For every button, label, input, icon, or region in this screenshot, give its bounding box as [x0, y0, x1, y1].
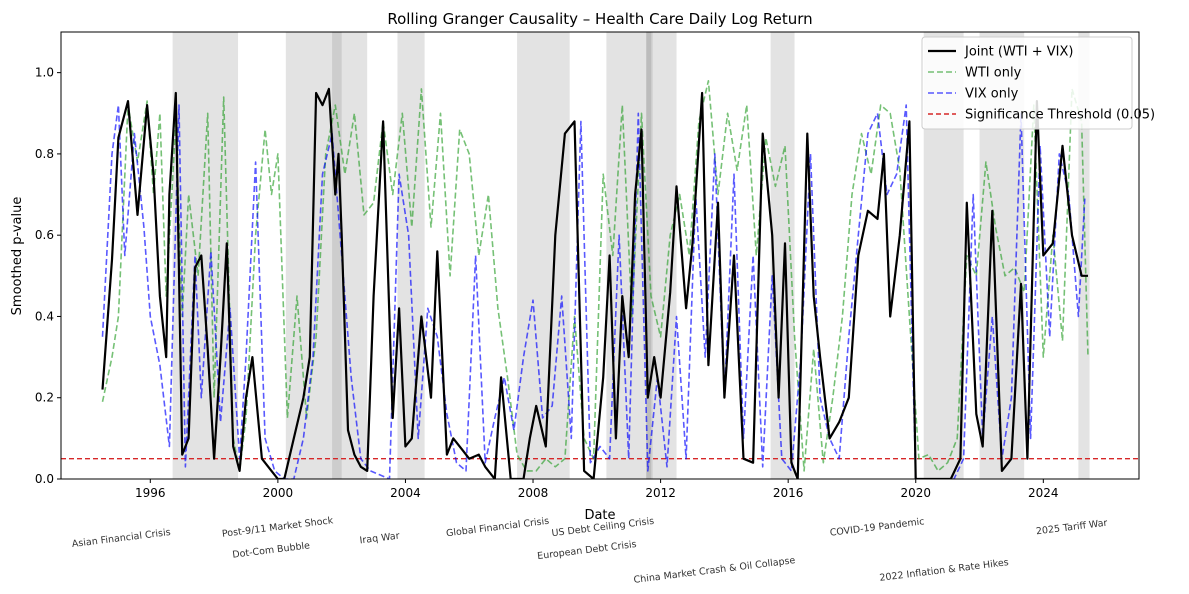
x-tick-label: 1996: [135, 486, 166, 500]
shaded-period: [1078, 32, 1090, 479]
legend-items: Joint (WTI + VIX) WTI only VIX only Signifi…: [928, 45, 1155, 123]
y-axis-ticks: 0.0 0.2 0.4 0.6 0.8 1.0: [35, 66, 61, 486]
legend-box: [921, 36, 1133, 130]
x-axis-label: Date: [584, 508, 615, 523]
series-line-vix: [101, 104, 1086, 479]
legend-label: VIX only: [965, 87, 1019, 102]
x-tick-label: 2012: [645, 486, 676, 500]
y-tick-label: 0.6: [35, 228, 54, 242]
series-line-wti: [101, 80, 1089, 472]
legend-label: Joint (WTI + VIX): [964, 45, 1073, 60]
x-tick-label: 2024: [1028, 486, 1059, 500]
legend-label: Significance Threshold (0.05): [965, 108, 1155, 123]
legend: Joint (WTI + VIX) WTI only VIX only Signifi…: [921, 36, 1155, 130]
y-tick-label: 0.4: [35, 309, 54, 323]
plot-frame: [60, 31, 1140, 480]
y-axis-label: Smoothed p-value: [10, 197, 25, 316]
y-tick-label: 1.0: [35, 66, 54, 80]
y-tick-label: 0.2: [35, 391, 54, 405]
y-tick-label: 0.8: [35, 147, 54, 161]
chart-title: Rolling Granger Causality – Health Care …: [387, 10, 812, 28]
x-tick-label: 2020: [900, 486, 931, 500]
x-tick-label: 2008: [518, 486, 549, 500]
event-label: Iraq War: [359, 531, 400, 547]
series-lines: [101, 80, 1089, 479]
y-tick-label: 0.0: [35, 472, 54, 486]
shaded-period: [646, 32, 652, 479]
shaded-period: [332, 32, 342, 479]
shaded-period: [517, 32, 570, 479]
x-tick-label: 2000: [263, 486, 294, 500]
x-tick-label: 2004: [390, 486, 421, 500]
x-axis-ticks: 1996 2000 2004 2008 2012 2016 2020 2024: [135, 479, 1059, 500]
series-line-joint: [101, 87, 1088, 479]
x-tick-label: 2016: [773, 486, 804, 500]
legend-label: WTI only: [965, 66, 1022, 81]
